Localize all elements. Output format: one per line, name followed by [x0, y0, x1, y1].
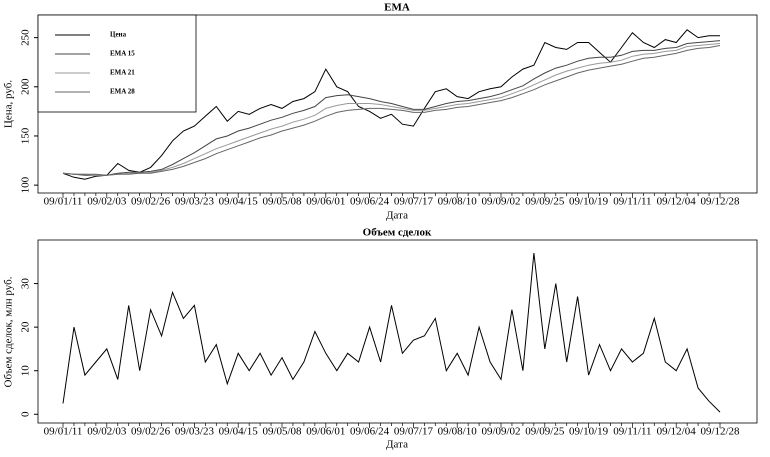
x-tick-label: 09/05/08: [262, 196, 302, 208]
x-tick-label: 09/06/24: [350, 196, 390, 208]
y-tick-label: 100: [20, 176, 32, 193]
x-tick-label: 09/09/02: [481, 426, 520, 438]
x-tick-label: 09/07/17: [394, 196, 434, 208]
x-tick-label: 09/02/03: [87, 426, 127, 438]
x-tick-label: 09/04/15: [219, 426, 259, 438]
x-tick-label: 09/08/10: [438, 196, 478, 208]
y-axis-label: Цена, руб.: [3, 80, 15, 128]
x-axis-label: Дата: [386, 210, 408, 222]
y-tick-label: 10: [20, 365, 32, 377]
x-tick-label: 09/07/17: [394, 426, 434, 438]
x-tick-label: 09/12/04: [657, 426, 697, 438]
x-tick-label: 09/01/11: [44, 426, 83, 438]
series-line: [62, 43, 721, 176]
x-axis-label: Дата: [386, 439, 408, 451]
x-tick-label: 09/01/11: [44, 196, 83, 208]
y-tick-label: 250: [20, 29, 32, 46]
y-tick-label: 30: [20, 278, 32, 290]
legend-label: EMA 28: [110, 88, 135, 96]
x-tick-label: 09/04/15: [219, 196, 259, 208]
legend-label: EMA 21: [110, 69, 135, 77]
legend-label: EMA 15: [110, 50, 135, 58]
x-tick-label: 09/06/24: [350, 426, 390, 438]
x-tick-label: 09/11/11: [613, 196, 651, 208]
y-tick-label: 150: [20, 127, 32, 144]
x-tick-label: 09/02/26: [131, 196, 171, 208]
x-tick-label: 09/11/11: [613, 426, 651, 438]
y-tick-label: 20: [20, 321, 32, 333]
chart-title: EMA: [384, 2, 410, 14]
x-tick-label: 09/12/28: [700, 426, 740, 438]
series-line: [62, 253, 721, 413]
x-tick-label: 09/05/08: [262, 426, 302, 438]
x-tick-label: 09/09/25: [525, 426, 565, 438]
x-tick-label: 09/08/10: [438, 426, 478, 438]
y-axis-label: Объем сделок, млн руб.: [3, 276, 15, 387]
x-tick-label: 09/06/01: [306, 196, 345, 208]
x-tick-label: 09/06/01: [306, 426, 345, 438]
x-tick-label: 09/12/04: [657, 196, 697, 208]
x-tick-label: 09/02/26: [131, 426, 171, 438]
legend-label: Цена: [110, 31, 127, 39]
x-tick-label: 09/09/02: [481, 196, 520, 208]
series-line: [62, 40, 721, 176]
legend-box: [37, 14, 197, 113]
x-tick-label: 09/09/25: [525, 196, 565, 208]
chart-title: Объем сделок: [363, 227, 432, 239]
y-tick-label: 200: [20, 78, 32, 95]
x-tick-label: 09/10/19: [569, 196, 609, 208]
x-tick-label: 09/02/03: [87, 196, 127, 208]
x-tick-label: 09/03/23: [175, 196, 215, 208]
plot-frame: [37, 239, 758, 424]
x-tick-label: 09/03/23: [175, 426, 215, 438]
x-tick-label: 09/12/28: [700, 196, 740, 208]
x-tick-label: 09/10/19: [569, 426, 609, 438]
series-line: [62, 45, 721, 176]
y-tick-label: 0: [20, 411, 32, 417]
